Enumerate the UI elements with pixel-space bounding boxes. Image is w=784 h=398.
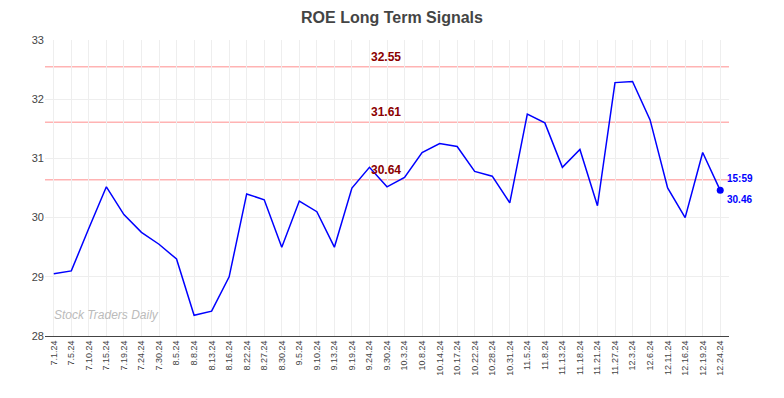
svg-text:11.21.24: 11.21.24 — [592, 341, 602, 375]
svg-text:9.5.24: 9.5.24 — [294, 341, 304, 366]
svg-text:32: 32 — [32, 93, 44, 105]
svg-text:9.19.24: 9.19.24 — [347, 341, 357, 371]
svg-text:10.31.24: 10.31.24 — [505, 341, 515, 376]
svg-text:10.14.24: 10.14.24 — [435, 341, 445, 376]
svg-text:8.5.24: 8.5.24 — [171, 341, 181, 366]
svg-text:12.19.24: 12.19.24 — [698, 341, 708, 376]
svg-text:9.30.24: 9.30.24 — [382, 341, 392, 371]
svg-text:10.3.24: 10.3.24 — [399, 341, 409, 371]
svg-text:12.3.24: 12.3.24 — [627, 341, 637, 371]
svg-text:8.22.24: 8.22.24 — [242, 341, 252, 371]
svg-text:10.8.24: 10.8.24 — [417, 341, 427, 371]
svg-text:9.24.24: 9.24.24 — [364, 341, 374, 371]
svg-text:30.64: 30.64 — [371, 163, 401, 177]
svg-text:8.13.24: 8.13.24 — [207, 341, 217, 371]
svg-text:12.24.24: 12.24.24 — [715, 341, 725, 376]
svg-text:10.22.24: 10.22.24 — [470, 341, 480, 376]
svg-text:31: 31 — [32, 152, 44, 164]
svg-text:30.46: 30.46 — [727, 194, 752, 205]
svg-text:9.13.24: 9.13.24 — [329, 341, 339, 371]
svg-text:28: 28 — [32, 330, 44, 342]
svg-text:9.10.24: 9.10.24 — [312, 341, 322, 371]
svg-text:10.17.24: 10.17.24 — [452, 341, 462, 376]
svg-text:11.8.24: 11.8.24 — [540, 341, 550, 370]
svg-text:7.19.24: 7.19.24 — [119, 341, 129, 371]
svg-text:11.27.24: 11.27.24 — [610, 341, 620, 375]
svg-text:33: 33 — [32, 34, 44, 46]
svg-text:12.16.24: 12.16.24 — [680, 341, 690, 376]
svg-text:8.8.24: 8.8.24 — [189, 341, 199, 366]
svg-text:31.61: 31.61 — [371, 105, 401, 119]
svg-text:7.30.24: 7.30.24 — [154, 341, 164, 371]
svg-text:12.6.24: 12.6.24 — [645, 341, 655, 371]
svg-text:11.18.24: 11.18.24 — [575, 341, 585, 375]
svg-text:15:59: 15:59 — [727, 173, 753, 184]
svg-text:7.24.24: 7.24.24 — [136, 341, 146, 371]
svg-text:10.28.24: 10.28.24 — [487, 341, 497, 376]
svg-text:7.5.24: 7.5.24 — [66, 341, 76, 366]
svg-text:11.13.24: 11.13.24 — [557, 341, 567, 375]
svg-text:ROE Long Term Signals: ROE Long Term Signals — [301, 9, 483, 26]
svg-text:32.55: 32.55 — [371, 50, 401, 64]
svg-text:11.5.24: 11.5.24 — [522, 341, 532, 370]
svg-text:29: 29 — [32, 271, 44, 283]
svg-text:7.15.24: 7.15.24 — [101, 341, 111, 371]
svg-text:8.27.24: 8.27.24 — [259, 341, 269, 371]
svg-text:7.10.24: 7.10.24 — [84, 341, 94, 371]
svg-text:7.1.24: 7.1.24 — [49, 341, 59, 366]
svg-text:8.30.24: 8.30.24 — [277, 341, 287, 371]
svg-text:Stock Traders Daily: Stock Traders Daily — [54, 308, 159, 322]
svg-text:8.16.24: 8.16.24 — [224, 341, 234, 371]
svg-text:30: 30 — [32, 211, 44, 223]
svg-text:12.11.24: 12.11.24 — [663, 341, 673, 375]
